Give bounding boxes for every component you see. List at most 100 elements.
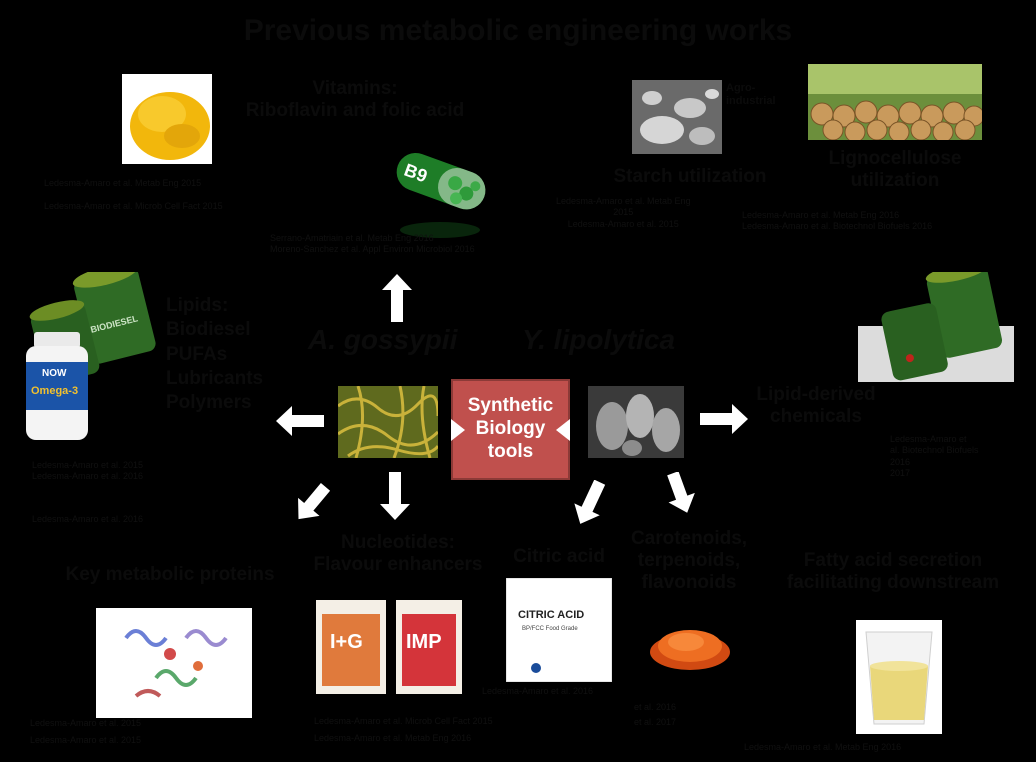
starch-label: Starch utilization [613,166,767,187]
carotenoids-line3: flavonoids [641,571,737,593]
nucleotides-label: Nucleotides: Flavour enhancers [296,532,500,576]
reference-text: 2016 [890,456,911,467]
key-proteins-label: Key metabolic proteins [65,564,275,585]
vitamins-line2: Riboflavin and folic acid [245,99,465,121]
lipid-chemicals-line1: Lipid-derived [756,384,876,405]
lipids-item: PUFAs [166,343,228,365]
imp-pack-image: IMP [396,600,462,694]
reference-text: Ledesma-Amaro et al. 2015 [567,218,679,229]
carotenoids-references: et al. 2016 et al. 2017 [634,702,676,729]
species-left-label: A. gossypii [308,324,458,355]
lipid-chemicals-references: Ledesma-Amaro et al. Biotechnol Biofuels… [890,434,979,479]
vitamins-label: Vitamins: Riboflavin and folic acid [220,78,490,122]
reference-text: et al. 2017 [634,717,677,728]
nucleotides-line1: Nucleotides: [340,532,456,553]
lipids-item: Lipids: [166,295,229,316]
center-box-line2: Biology [475,418,546,440]
lignocellulose-label: Lignocellulose utilization [800,148,990,192]
left-arrow-icon [276,406,324,436]
down-arrow-icon [380,472,410,520]
key-proteins-references: Ledesma-Amaro et al. 2015 Ledesma-Amaro … [30,718,141,747]
citric-acid-label: Citric acid [513,546,605,567]
lipid-chemicals-label: Lipid-derived chemicals [748,384,884,428]
vitamins-line1: Vitamins: [312,78,398,99]
reference-text: Ledesma-Amaro et al. Metab Eng [556,196,691,206]
right-arrow-icon [700,404,748,434]
center-box-line1: Synthetic [467,395,554,417]
agro-industrial-label: Agro- industrial [726,82,776,107]
reference-text: al. Biotechnol Biofuels [890,445,979,456]
citric-bag-title: CITRIC ACID [518,609,584,621]
carotenoids-line1: Carotenoids, [630,528,748,549]
fatty-acid-label: Fatty acid secretion facilitating downst… [766,550,1020,594]
reference-text: Ledesma-Amaro et al. Biotechnol Biofuels… [742,221,933,232]
fatty-acid-reference: Ledesma-Amaro et al. Metab Eng 2016 [744,742,902,752]
riboflavin-powder-image [122,74,212,164]
page-title: Previous metabolic engineering works [243,14,793,47]
center-box-line3: tools [487,440,534,462]
carotenoid-powder-image [648,618,732,674]
imp-pack-text: IMP [406,631,442,653]
reference-text: Ledesma-Amaro et al. Microb Cell Fact 20… [44,201,223,212]
reference-text: Ledesma-Amaro et al. 2015 [30,718,142,728]
omega-text: Omega-3 [31,385,78,397]
nucleotides-references: Ledesma-Amaro et al. Microb Cell Fact 20… [314,716,493,745]
lipids-label: Lipids: Biodiesel PUFAs Lubricants Polym… [166,294,263,416]
lipids-extra-reference: Ledesma-Amaro et al. 2016 [32,514,144,524]
synthetic-biology-tools-box: Synthetic Biology tools [451,379,570,480]
reference-text: Ledesma-Amaro et al. Metab Eng 2016 [742,210,900,220]
up-arrow-icon [382,274,412,322]
ig-pack-image: I+G [316,600,386,694]
lignocellulose-line1: Lignocellulose [828,148,962,169]
reference-text: Serrano-Amatriain et al. Metab Eng 2016 [270,233,434,243]
reference-text: Ledesma-Amaro et al. Metab Eng 2015 [44,178,202,188]
into-box-left-arrow-icon [556,419,570,441]
lignocellulose-references: Ledesma-Amaro et al. Metab Eng 2016 Lede… [742,210,932,233]
agro-line1: Agro- [726,82,756,94]
reference-text: Ledesma-Amaro et al. Metab Eng 2016 [314,733,472,744]
yarrowia-lipolytica-image [588,386,684,458]
down-left-arrow-icon [298,483,331,520]
ig-pack-text: I+G [330,631,363,653]
reference-text: 2017 [890,467,911,478]
reference-text: Moreno-Sanchez et al. Appl Environ Micro… [270,244,475,255]
now-text: NOW [42,368,67,379]
down-right-arrow-left-icon [574,480,606,524]
lipids-item: Polymers [166,392,252,414]
down-right-arrow-icon [667,472,695,513]
reference-text: Ledesma-Amaro et al. Microb Cell Fact 20… [314,716,493,726]
lignocellulose-line2: utilization [850,169,940,191]
lipids-item: Lubricants [166,367,264,389]
omega-3-bottle-image: NOW Omega-3 [26,332,88,440]
lipids-item: Biodiesel [166,319,251,341]
oil-glass-image [856,620,942,734]
into-box-right-arrow-icon [451,419,465,441]
folic-acid-capsule-image: B9 [388,144,492,240]
lignocellulose-logs-image [808,64,985,143]
reference-text: 2015 [613,207,634,218]
species-right-label: Y. lipolytica [522,324,676,355]
citric-acid-reference: Ledesma-Amaro et al. 2016 [482,686,594,696]
carotenoids-line2: terpenoids, [637,549,741,571]
ashbya-gossypii-image [337,385,440,459]
reference-text: Ledesma-Amaro et al. 2015 [30,735,142,746]
reference-text: Ledesma-Amaro et al. 2015 [32,460,144,470]
b9-references: Serrano-Amatriain et al. Metab Eng 2016 … [270,233,475,256]
fatty-acid-line2: facilitating downstream [786,571,1000,593]
starch-references: Ledesma-Amaro et al. Metab Eng 2015 Lede… [556,196,691,230]
lipids-references: Ledesma-Amaro et al. 2015 Ledesma-Amaro … [32,460,143,483]
fatty-acid-line1: Fatty acid secretion [803,550,983,571]
agro-line2: industrial [726,94,776,107]
right-biodiesel-barrels-image [858,262,1014,382]
protein-structure-image [96,608,252,718]
starch-granules-image [632,80,722,154]
reference-text: Ledesma-Amaro et [890,434,967,444]
citric-bag-subtitle: BP/FCC Food Grade [522,626,578,632]
vitamins-references: Ledesma-Amaro et al. Metab Eng 2015 Lede… [44,178,223,213]
nucleotides-line2: Flavour enhancers [313,553,483,575]
lipid-chemicals-line2: chemicals [770,405,862,427]
carotenoids-label: Carotenoids, terpenoids, flavonoids [614,528,764,594]
reference-text: et al. 2016 [634,702,677,712]
reference-text: Ledesma-Amaro et al. 2016 [32,471,144,482]
citric-acid-bag-image: CITRIC ACID BP/FCC Food Grade [505,577,613,683]
